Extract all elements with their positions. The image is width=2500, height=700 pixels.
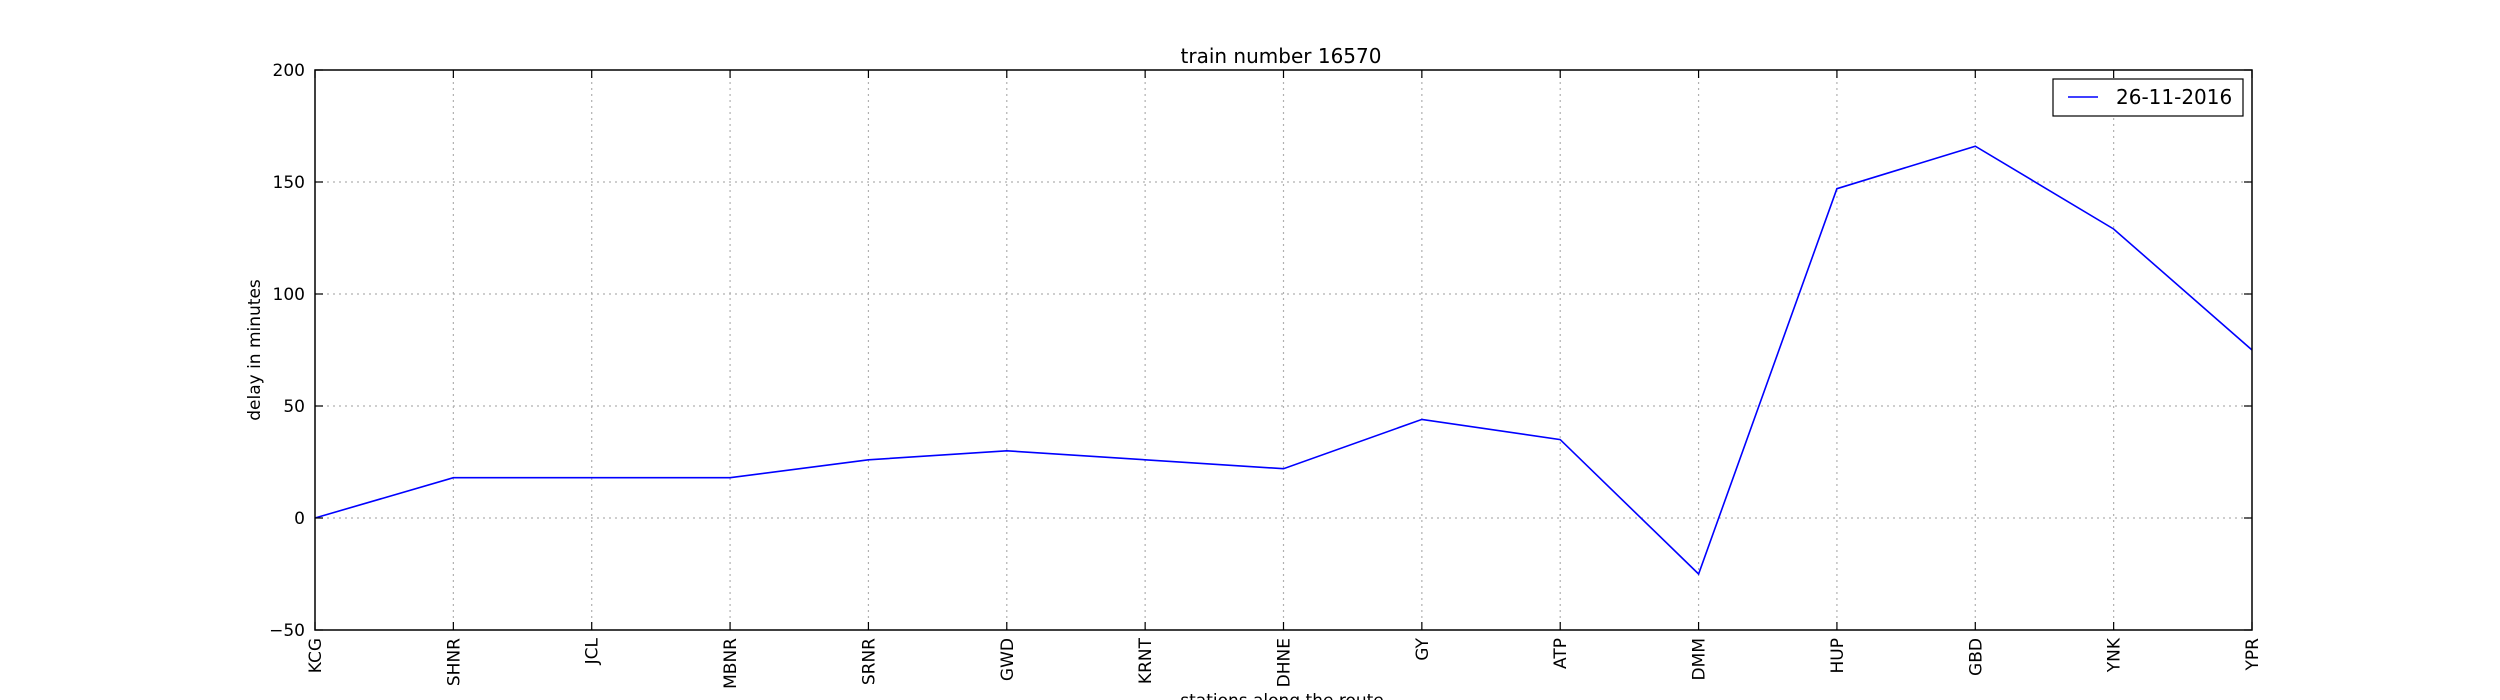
x-tick-label: SRNR: [859, 638, 879, 685]
x-tick-label: GY: [1413, 637, 1433, 660]
x-tick-label: KCG: [306, 638, 326, 673]
grid: [315, 70, 2252, 630]
y-tick-label: 0: [294, 509, 305, 529]
y-tick-label: 150: [273, 173, 305, 193]
y-axis-label: delay in minutes: [245, 279, 265, 421]
legend: 26-11-2016: [2052, 78, 2244, 117]
series-layer: [314, 145, 2253, 576]
x-tick-label: GBD: [1966, 638, 1986, 676]
x-tick-label: DHNE: [1275, 638, 1295, 687]
x-tick-label: YNK: [2105, 637, 2125, 673]
x-tick-label: YPR: [2243, 638, 2263, 672]
y-tick-label: −50: [269, 621, 305, 641]
x-tick-label: JCL: [583, 637, 603, 665]
x-tick-label: DMM: [1690, 638, 1710, 680]
y-tick-label: 50: [283, 397, 305, 417]
x-tick-label: HUP: [1828, 638, 1848, 673]
x-tick-label: SHNR: [444, 638, 464, 686]
y-tick-label: 200: [273, 61, 305, 81]
x-tick-label: GWD: [998, 638, 1018, 681]
chart-title: train number 16570: [1181, 44, 1382, 68]
y-tick-label: 100: [273, 285, 305, 305]
x-axis-label: stations along the route: [1180, 691, 1384, 700]
x-tick-label: ATP: [1551, 638, 1571, 669]
legend-label: 26-11-2016: [2116, 85, 2232, 109]
ticks: −50 0 50 100 150 200 KCG SHNR JCL MBNR SRNR GWD KRNT…: [269, 61, 2263, 689]
x-tick-label: KRNT: [1136, 637, 1156, 684]
series-line: [314, 145, 2253, 576]
x-tick-label: MBNR: [721, 638, 741, 689]
